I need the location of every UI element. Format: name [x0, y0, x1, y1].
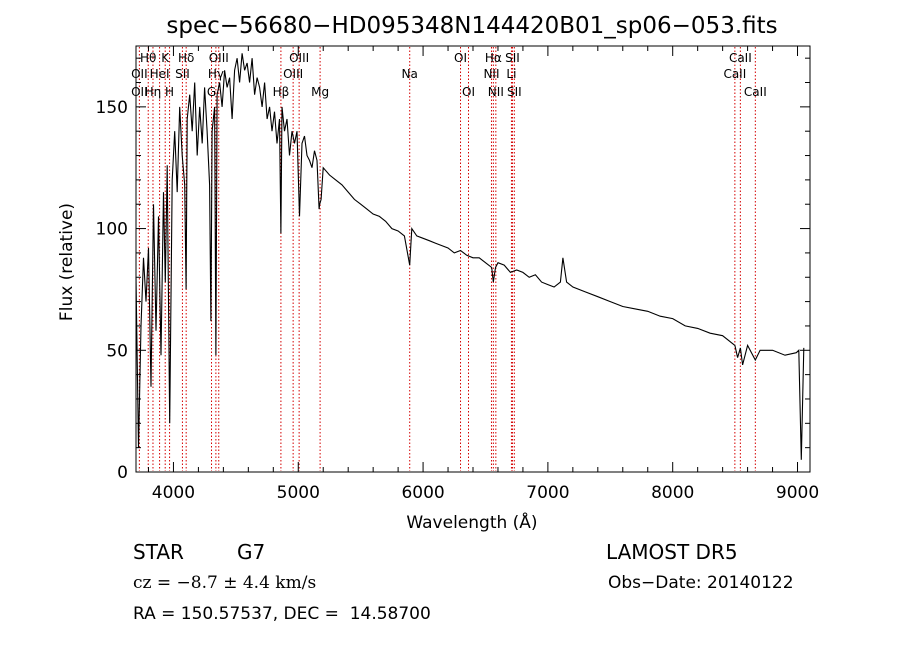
line-label-16: Na — [402, 67, 418, 81]
y-tick-label-2: 100 — [96, 220, 128, 240]
y-axis-label: Flux (relative) — [57, 203, 77, 321]
obs-date: Obs−Date: 20140122 — [608, 573, 794, 593]
line-label-20: SII — [505, 51, 520, 65]
subclass: G7 — [237, 540, 266, 564]
survey-name: LAMOST DR5 — [606, 540, 738, 564]
x-tick-label-2: 6000 — [401, 483, 444, 503]
y-tick-label-0: 0 — [117, 463, 128, 483]
line-label-24: SII — [507, 85, 522, 99]
line-label-8: SII — [175, 67, 190, 81]
line-label-25: CaII — [729, 51, 752, 65]
line-label-2: OII — [131, 85, 148, 99]
line-label-10: Hγ — [208, 67, 224, 81]
object-class: STAR — [133, 540, 184, 564]
x-tick-label-0: 4000 — [152, 483, 195, 503]
line-label-23: NII — [488, 85, 504, 99]
x-tick-label-5: 9000 — [776, 483, 819, 503]
line-label-7: Hδ — [178, 51, 194, 65]
line-label-1: OII — [131, 67, 148, 81]
line-label-13: OIII — [283, 67, 303, 81]
y-tick-label-1: 50 — [106, 341, 128, 361]
line-label-14: Hβ — [273, 85, 290, 99]
line-label-9: OIII — [209, 51, 229, 65]
velocity: cz = −8.7 ± 4.4 km/s — [133, 573, 317, 593]
chart-title: spec−56680−HD095348N144420B01_sp06−053.f… — [166, 13, 777, 39]
x-tick-label-4: 8000 — [651, 483, 694, 503]
line-label-12: OIII — [289, 51, 309, 65]
line-label-5: HeI — [150, 67, 170, 81]
line-label-6: H — [165, 85, 174, 99]
line-label-18: OI — [462, 85, 475, 99]
line-label-27: CaII — [744, 85, 767, 99]
spectral-line-markers — [138, 47, 756, 471]
line-label-22: Li — [506, 67, 516, 81]
line-label-15: Mg — [311, 85, 329, 99]
x-axis-label: Wavelength (Å) — [406, 511, 537, 533]
x-axis-ticks: 4000 5000 6000 7000 8000 9000 — [147, 46, 819, 503]
line-label-3: Hη — [145, 85, 162, 99]
y-tick-label-3: 150 — [96, 98, 128, 118]
plot-frame — [135, 45, 811, 473]
x-tick-label-1: 5000 — [277, 483, 320, 503]
spectrum-line — [135, 53, 805, 460]
line-label-21: NII — [483, 67, 499, 81]
line-label-19: Hα — [485, 51, 502, 65]
x-tick-label-3: 7000 — [526, 483, 569, 503]
y-axis-ticks: 0 50 100 150 — [96, 57, 810, 483]
line-label-11: G — [207, 85, 216, 99]
line-label-17: OI — [454, 51, 467, 65]
coordinates: RA = 150.57537, DEC = 14.58700 — [133, 604, 431, 624]
line-label-4: K — [161, 51, 170, 65]
line-label-26: CaII — [723, 67, 746, 81]
line-label-0: Hθ — [140, 51, 156, 65]
